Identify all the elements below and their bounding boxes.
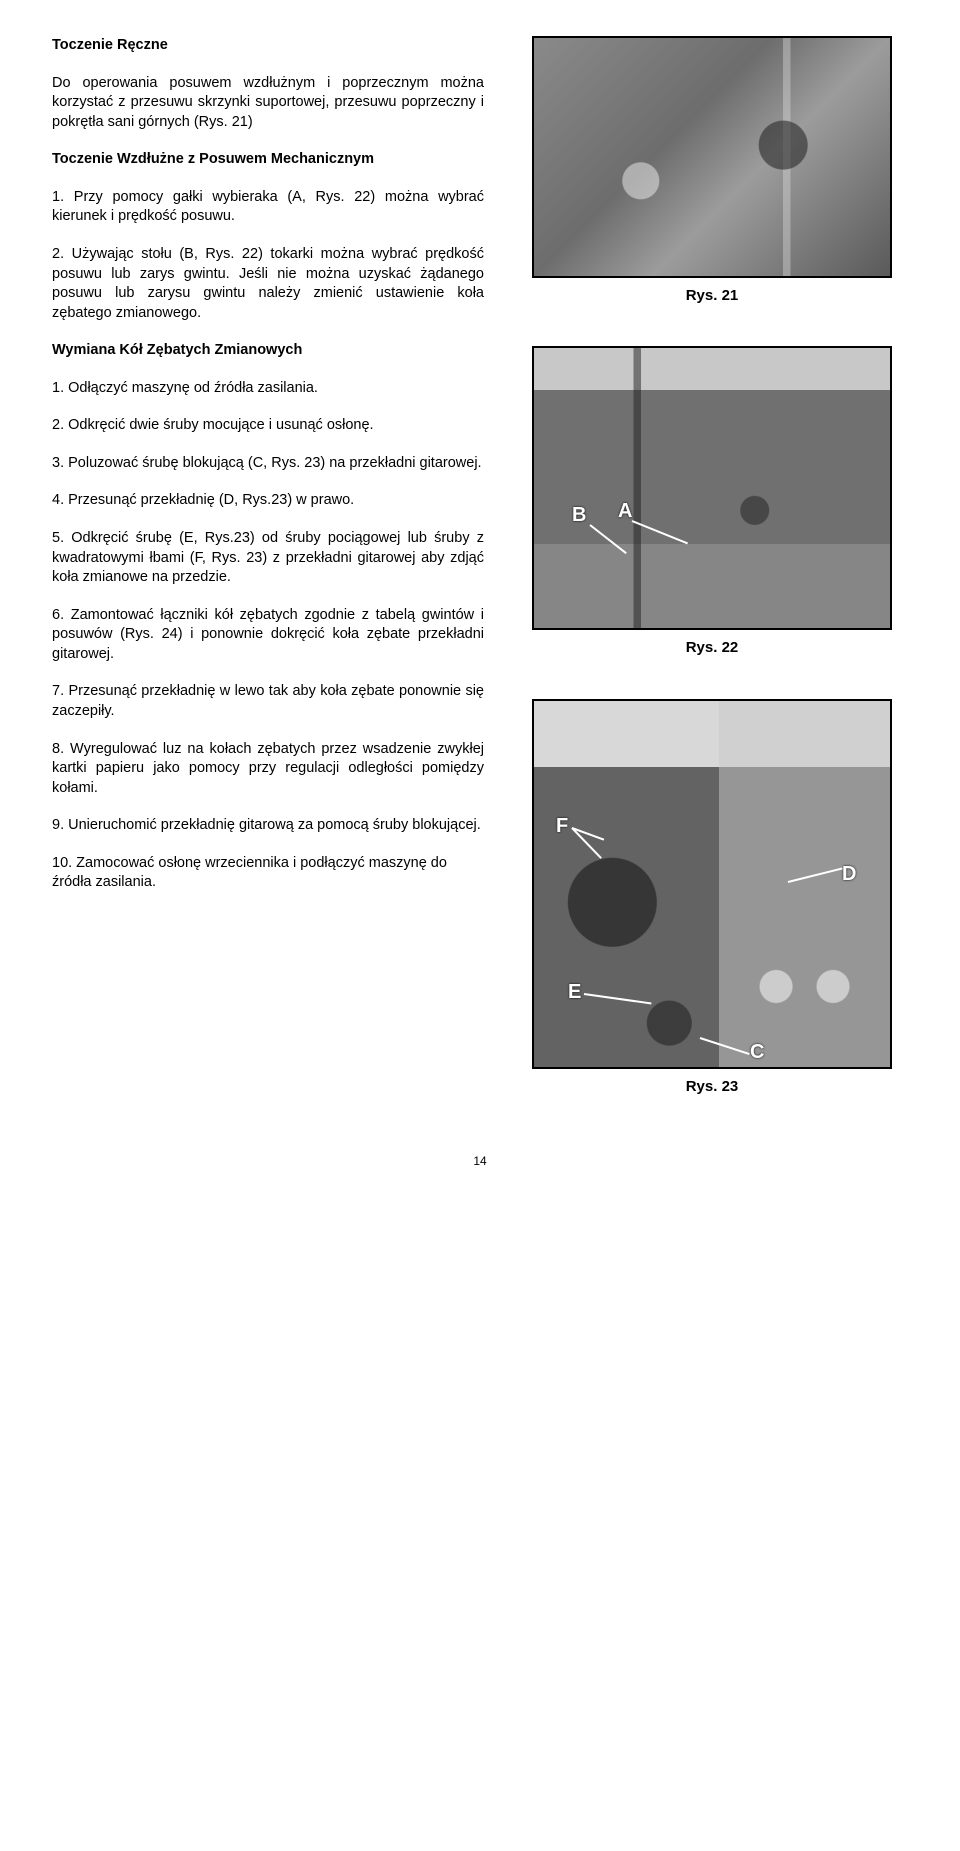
figure-21 — [532, 36, 892, 278]
page-columns: Toczenie Ręczne Do operowania posuwem wz… — [52, 36, 908, 1097]
section2-item2: 2. Używając stołu (B, Rys. 22) tokarki m… — [52, 245, 484, 323]
figure-22-photo — [534, 348, 890, 628]
section3-item9: 9. Unieruchomić przekładnię gitarową za … — [52, 816, 484, 836]
figure-21-photo — [534, 38, 890, 276]
figure-column: Rys. 21 B A Rys. 22 F D E C Rys. 23 — [516, 36, 908, 1097]
figure-22-label-a: A — [618, 498, 632, 525]
section3-item3: 3. Poluzować śrubę blokującą (C, Rys. 23… — [52, 454, 484, 474]
figure-22-caption: Rys. 22 — [686, 638, 739, 658]
figure-23: F D E C — [532, 699, 892, 1069]
section2-title: Toczenie Wzdłużne z Posuwem Mechanicznym — [52, 150, 484, 170]
section3-item5: 5. Odkręcić śrubę (E, Rys.23) od śruby p… — [52, 529, 484, 588]
page-number: 14 — [52, 1153, 908, 1169]
figure-23-photo — [534, 701, 890, 1067]
section2-item1: 1. Przy pomocy gałki wybieraka (A, Rys. … — [52, 188, 484, 227]
section3-item1: 1. Odłączyć maszynę od źródła zasilania. — [52, 379, 484, 399]
section3-title: Wymiana Kół Zębatych Zmianowych — [52, 341, 484, 361]
section3-item7: 7. Przesunąć przekładnię w lewo tak aby … — [52, 682, 484, 721]
section3-item6: 6. Zamontować łączniki kół zębatych zgod… — [52, 606, 484, 665]
figure-22: B A — [532, 346, 892, 630]
text-column: Toczenie Ręczne Do operowania posuwem wz… — [52, 36, 484, 1097]
section1-title: Toczenie Ręczne — [52, 36, 484, 56]
figure-23-label-e: E — [568, 979, 581, 1006]
figure-23-label-d: D — [842, 861, 856, 888]
section1-para: Do operowania posuwem wzdłużnym i poprze… — [52, 74, 484, 133]
figure-21-caption: Rys. 21 — [686, 286, 739, 306]
section3-item10: 10. Zamocować osłonę wrzeciennika i podł… — [52, 854, 484, 893]
figure-22-label-b: B — [572, 502, 586, 529]
figure-23-label-f: F — [556, 813, 568, 840]
section3-item2: 2. Odkręcić dwie śruby mocujące i usunąć… — [52, 416, 484, 436]
figure-23-label-c: C — [750, 1039, 764, 1066]
figure-23-caption: Rys. 23 — [686, 1077, 739, 1097]
section3-item8: 8. Wyregulować luz na kołach zębatych pr… — [52, 740, 484, 799]
section3-item4: 4. Przesunąć przekładnię (D, Rys.23) w p… — [52, 491, 484, 511]
